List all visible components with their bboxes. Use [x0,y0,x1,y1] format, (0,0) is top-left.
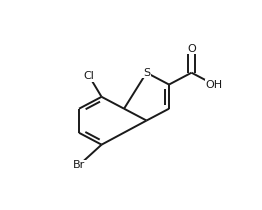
Text: O: O [187,43,196,54]
Text: Cl: Cl [84,71,95,81]
Text: OH: OH [205,80,222,89]
Text: Br: Br [73,160,85,170]
Text: S: S [143,68,150,78]
